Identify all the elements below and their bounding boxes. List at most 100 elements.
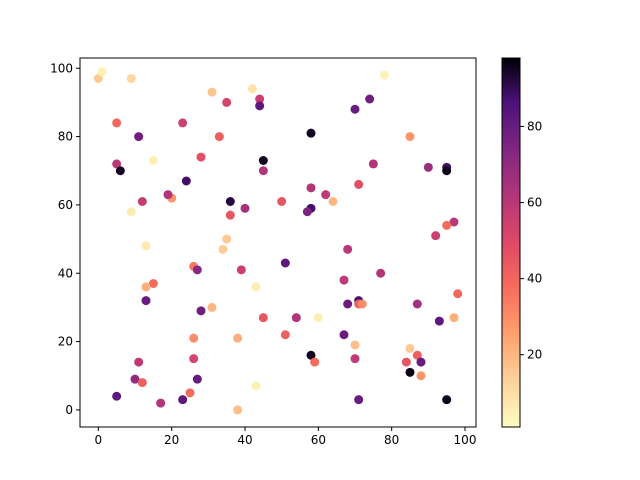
data-point: [405, 132, 415, 142]
data-point: [302, 207, 312, 217]
data-point: [156, 398, 166, 408]
data-point: [379, 70, 389, 80]
data-point: [233, 333, 243, 343]
data-point: [350, 340, 360, 350]
data-point: [449, 217, 459, 227]
data-point: [431, 231, 441, 241]
y-tick-label: 60: [58, 198, 73, 212]
data-point: [192, 265, 202, 275]
data-point: [222, 234, 232, 244]
data-point: [141, 241, 151, 251]
data-point: [141, 282, 151, 292]
data-point: [141, 296, 151, 306]
data-point: [416, 371, 426, 381]
y-axis: 0 20 40 60 80 100: [50, 61, 80, 417]
x-tick-label: 60: [311, 433, 326, 447]
scatter-points: [93, 67, 463, 415]
colorbar-tick-label: 80: [527, 119, 542, 133]
data-point: [306, 128, 316, 138]
data-point: [225, 197, 235, 206]
data-point: [442, 220, 452, 230]
data-point: [368, 159, 378, 169]
y-tick-label: 0: [65, 403, 73, 417]
data-point: [350, 354, 360, 364]
data-point: [434, 316, 444, 326]
y-tick-label: 40: [58, 266, 73, 280]
data-point: [442, 395, 452, 405]
data-point: [192, 374, 202, 384]
data-point: [310, 357, 320, 367]
data-point: [178, 395, 188, 405]
data-point: [163, 190, 173, 200]
x-axis: 0 20 40 60 80 100: [95, 427, 476, 447]
data-point: [280, 258, 290, 268]
colorbar: [501, 57, 521, 428]
data-point: [148, 156, 158, 165]
x-tick-label: 80: [384, 433, 399, 447]
data-point: [339, 330, 349, 340]
y-tick-label: 20: [58, 335, 73, 349]
data-point: [321, 190, 331, 200]
data-point: [343, 244, 353, 254]
data-point: [277, 197, 287, 206]
data-point: [214, 132, 224, 142]
data-point: [247, 84, 257, 94]
data-point: [112, 391, 122, 401]
data-point: [207, 302, 217, 312]
colorbar-axis: 20 40 60 80: [520, 119, 542, 362]
data-point: [225, 210, 235, 220]
data-point: [222, 97, 232, 107]
data-point: [328, 197, 338, 206]
data-point: [401, 357, 411, 367]
data-point: [412, 299, 422, 309]
data-point: [376, 268, 386, 278]
x-tick-label: 40: [237, 433, 252, 447]
colorbar-tick-label: 40: [527, 272, 542, 286]
data-point: [137, 378, 147, 388]
data-point: [196, 152, 206, 162]
data-point: [255, 94, 265, 104]
data-point: [207, 87, 217, 97]
data-point: [115, 166, 125, 176]
data-point: [412, 350, 422, 360]
data-point: [137, 197, 147, 206]
data-point: [126, 207, 136, 217]
data-point: [196, 306, 206, 316]
data-point: [354, 179, 364, 189]
data-point: [423, 162, 433, 172]
data-point: [343, 299, 353, 309]
data-point: [134, 357, 144, 367]
colorbar-tick-label: 20: [527, 348, 542, 362]
data-point: [236, 265, 246, 275]
x-tick-label: 20: [164, 433, 179, 447]
data-point: [405, 367, 415, 377]
data-point: [97, 67, 107, 77]
data-point: [185, 388, 195, 398]
data-point: [112, 118, 122, 128]
data-point: [189, 333, 199, 343]
data-point: [405, 343, 415, 353]
data-point: [416, 357, 426, 367]
y-tick-label: 100: [50, 61, 73, 75]
data-point: [218, 244, 228, 254]
data-point: [280, 330, 290, 340]
data-point: [258, 156, 268, 165]
data-point: [251, 282, 261, 292]
data-point: [339, 275, 349, 285]
data-point: [255, 101, 265, 111]
data-point: [134, 132, 144, 142]
data-point: [181, 176, 191, 186]
data-point: [258, 313, 268, 323]
data-point: [357, 299, 367, 309]
data-point: [189, 354, 199, 364]
data-point: [233, 405, 243, 415]
data-point: [449, 313, 459, 323]
data-point: [306, 183, 316, 193]
data-point: [350, 104, 360, 114]
plot-frame: [79, 57, 477, 428]
data-point: [93, 74, 103, 83]
data-point: [240, 203, 250, 213]
data-point: [258, 166, 268, 176]
x-tick-label: 0: [95, 433, 103, 447]
